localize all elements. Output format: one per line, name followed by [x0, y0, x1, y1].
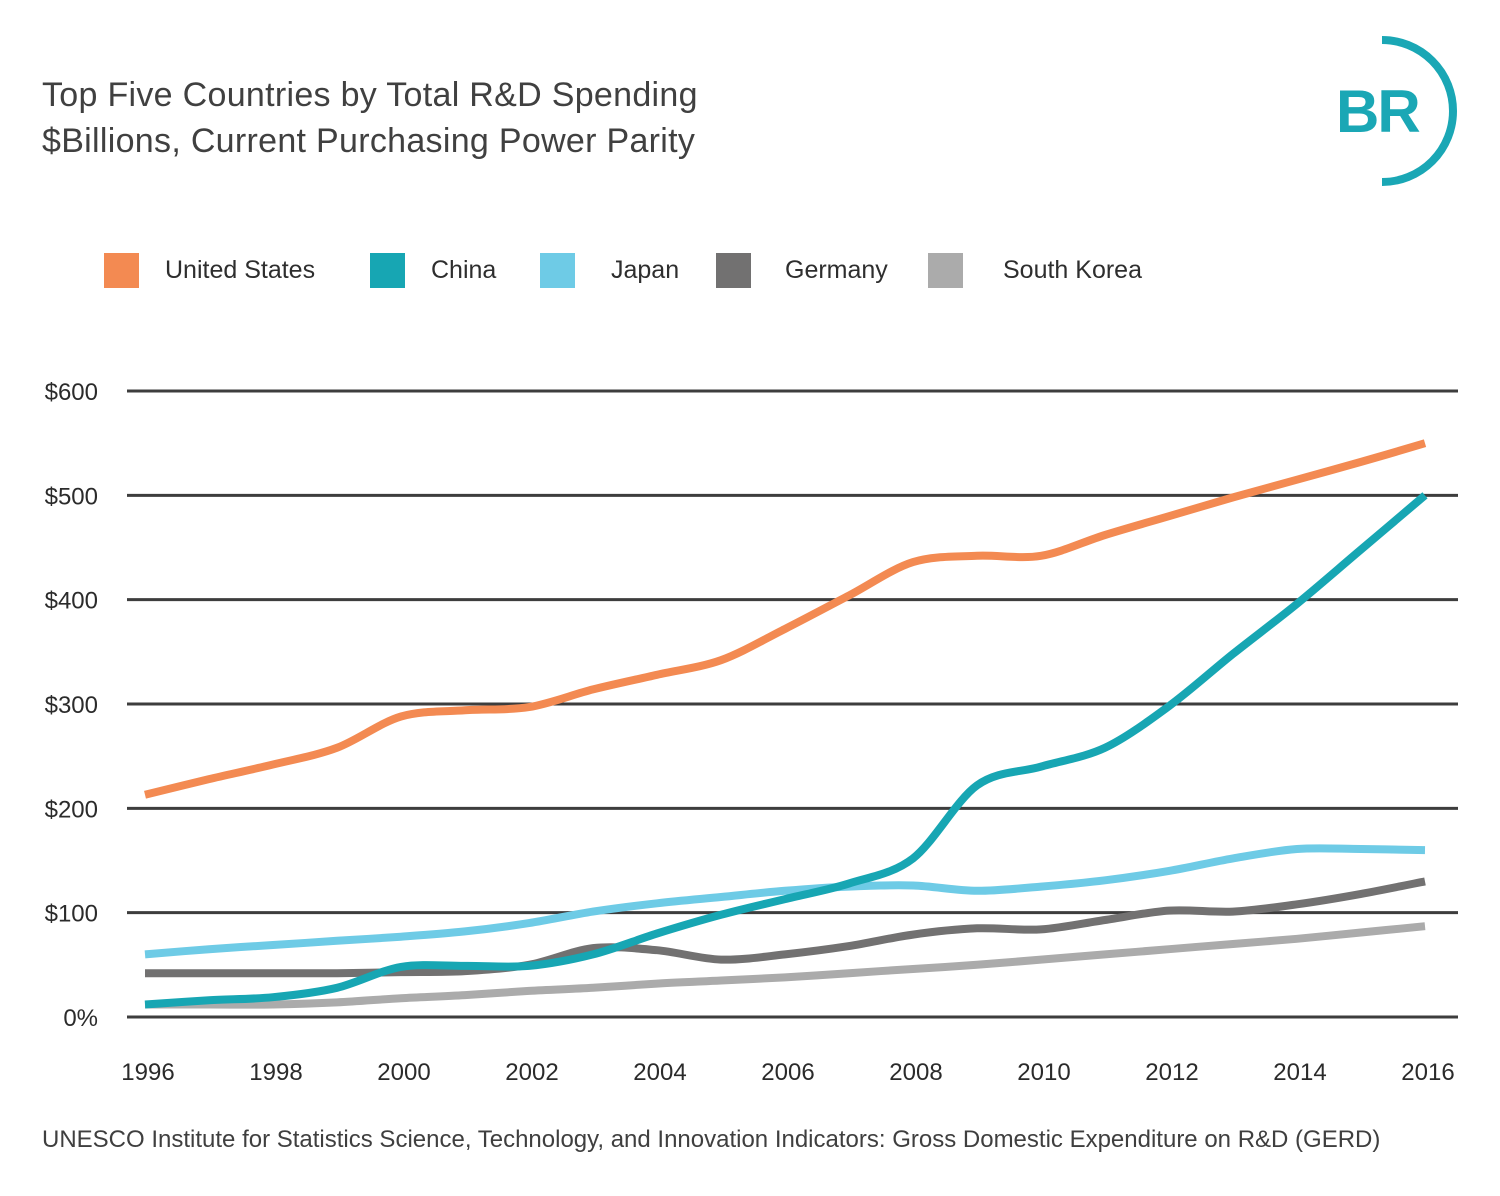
br-logo: BR: [1336, 36, 1457, 186]
x-tick-label: 1998: [249, 1059, 302, 1086]
series-line-south-korea: [144, 922, 1426, 1009]
legend-label-china: China: [431, 255, 497, 284]
chart-title: Top Five Countries by Total R&D Spending: [42, 76, 698, 114]
y-tick-label: $100: [45, 901, 98, 928]
legend-item-japan: Japan: [540, 252, 679, 288]
series-line-united-states: [144, 439, 1427, 799]
x-tick-label: 2016: [1401, 1059, 1454, 1086]
legend-label-united-states: United States: [165, 255, 316, 284]
x-tick-label: 2008: [889, 1059, 942, 1086]
x-tick-label: 2004: [633, 1059, 686, 1086]
legend-swatch-germany: [716, 252, 751, 288]
legend-item-united-states: United States: [104, 252, 315, 288]
x-axis-tick-labels: 1996 1998 2000 2002 2004 2006 2008 2010 2012 2014…: [121, 1059, 1454, 1086]
y-axis-tick-labels: 0% $100 $200 $300 $400 $500 $600: [45, 379, 98, 1032]
legend-item-germany: Germany: [716, 252, 888, 288]
x-tick-label: 2006: [761, 1059, 814, 1086]
legend-item-south-korea: South Korea: [928, 252, 1142, 288]
logo-text: BR: [1336, 78, 1420, 145]
y-tick-label: $200: [45, 796, 98, 823]
x-tick-label: 2002: [505, 1059, 558, 1086]
chart-subtitle: $Billions, Current Purchasing Power Pari…: [42, 122, 696, 160]
legend-swatch-south-korea: [928, 252, 963, 288]
x-tick-label: 2012: [1145, 1059, 1198, 1086]
legend-item-china: China: [370, 252, 496, 288]
chart-title-block: Top Five Countries by Total R&D Spending…: [42, 72, 698, 164]
y-tick-label: 0%: [63, 1005, 98, 1032]
x-tick-label: 2000: [377, 1059, 430, 1086]
logo-arc: [1381, 36, 1457, 186]
legend-swatch-china: [370, 252, 405, 288]
legend-swatch-united-states: [104, 252, 139, 288]
legend-label-south-korea: South Korea: [1003, 255, 1142, 284]
x-tick-label: 1996: [121, 1059, 174, 1086]
legend-label-germany: Germany: [785, 255, 888, 284]
source-note: UNESCO Institute for Statistics Science,…: [42, 1126, 1381, 1153]
x-tick-label: 2010: [1017, 1059, 1070, 1086]
line-chart: 0% $100 $200 $300 $400 $500 $600 1996 1998 2000 2…: [45, 379, 1458, 1086]
x-tick-label: 2014: [1273, 1059, 1326, 1086]
y-tick-label: $600: [45, 379, 98, 406]
grid-lines: [127, 389, 1458, 1019]
y-tick-label: $500: [45, 483, 98, 510]
y-tick-label: $300: [45, 692, 98, 719]
series-line-japan: [144, 844, 1426, 959]
y-tick-label: $400: [45, 588, 98, 615]
series-line-china: [144, 492, 1428, 1009]
legend-label-japan: Japan: [611, 255, 680, 284]
legend-swatch-japan: [540, 252, 575, 288]
series-lines: [144, 439, 1428, 1009]
series-line-germany: [144, 877, 1426, 978]
